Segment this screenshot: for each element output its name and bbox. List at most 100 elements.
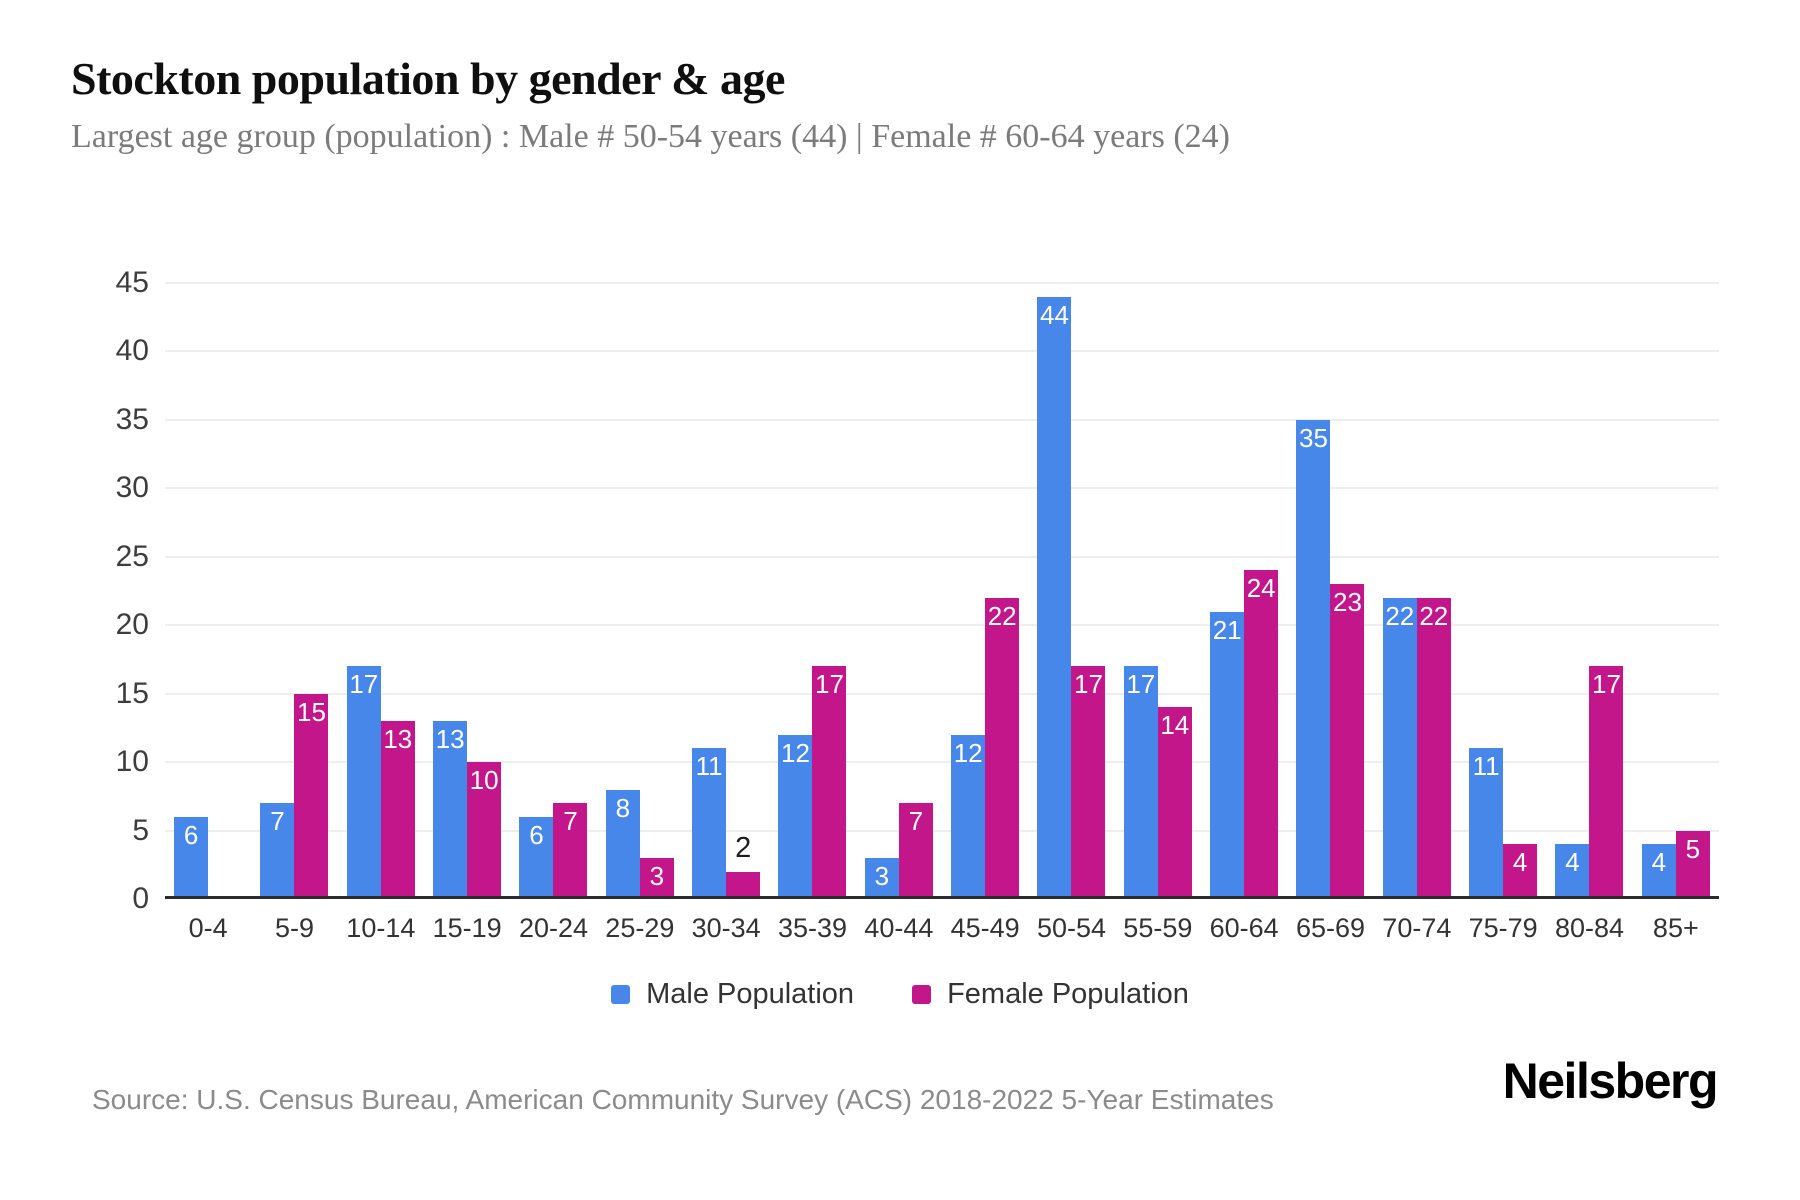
legend-item-female[interactable]: Female Population	[912, 978, 1189, 1011]
bar-group-80-84: 4 17	[1546, 283, 1632, 899]
bar-value-label: 7	[270, 806, 285, 837]
female-bar-80-84[interactable]: 17	[1589, 666, 1624, 899]
bar-value-label: 14	[1160, 710, 1190, 741]
bar-value-label: 22	[987, 600, 1017, 631]
gridline	[165, 829, 1719, 832]
male-bar-20-24[interactable]: 6	[519, 816, 554, 899]
bar-value-label: 11	[1472, 751, 1500, 782]
bar-value-label: 6	[183, 819, 199, 850]
bar-value-label: 17	[1126, 669, 1156, 700]
female-bar-45-49[interactable]: 22	[985, 597, 1020, 899]
plot-area: 0 5 10 15 20 25 30 35 40 45 6 0-4 7 15 5-9 17 13 10-14 13 1…	[116, 268, 1719, 943]
male-bar-10-14[interactable]: 17	[346, 666, 381, 899]
female-bar-85+[interactable]: 5	[1675, 830, 1710, 899]
gridline	[165, 624, 1719, 627]
x-axis-tick-label: 45-49	[950, 913, 1020, 943]
x-axis-tick-label: 65-69	[1295, 913, 1366, 943]
male-bar-0-4[interactable]: 6	[174, 816, 209, 899]
x-axis-tick-label: 60-64	[1209, 913, 1279, 943]
x-axis-tick-label: 80-84	[1554, 913, 1625, 943]
bar-value-label: 3	[874, 860, 890, 891]
chart-subtitle: Largest age group (population) : Male # …	[71, 118, 1231, 155]
female-bar-30-34[interactable]: 2	[726, 833, 761, 899]
female-bar-5-9[interactable]: 15	[294, 693, 329, 899]
gridline	[165, 555, 1719, 558]
female-bar-10-14[interactable]: 13	[380, 721, 415, 899]
female-bar-60-64[interactable]: 24	[1244, 570, 1279, 899]
male-bar-70-74[interactable]: 22	[1382, 597, 1417, 899]
gridline	[165, 761, 1719, 764]
bar-value-label: 17	[1592, 669, 1621, 700]
bar-group-30-34: 11 2	[683, 283, 769, 899]
bar-group-45-49: 12 22	[942, 283, 1028, 899]
male-bar-45-49[interactable]: 12	[951, 734, 986, 899]
female-bar-25-29[interactable]: 3	[639, 857, 674, 899]
bar-value-label: 4	[1651, 847, 1667, 878]
bar-value-label: 44	[1040, 299, 1069, 330]
x-axis-tick-label: 25-29	[605, 913, 675, 943]
gridline	[165, 418, 1719, 421]
male-bar-40-44[interactable]: 3	[864, 857, 899, 899]
x-axis-tick-label: 35-39	[777, 913, 848, 943]
bar-value-label: 21	[1212, 614, 1242, 645]
bar-value-label: 22	[1385, 600, 1415, 631]
bar-group-10-14: 17 13	[338, 283, 424, 899]
female-bar-55-59[interactable]: 14	[1157, 707, 1192, 899]
female-bar-20-24[interactable]: 7	[553, 803, 588, 899]
male-bar-35-39[interactable]: 12	[778, 734, 813, 899]
bar-group-15-19: 13 10	[424, 283, 510, 899]
y-axis-tick-label: 15	[115, 676, 149, 710]
bar-value-label: 8	[615, 792, 631, 823]
female-bar-75-79[interactable]: 4	[1503, 844, 1538, 899]
gridline	[165, 350, 1719, 353]
bar-group-55-59: 17 14	[1115, 283, 1201, 899]
bar-value-label: 2	[735, 831, 752, 864]
male-bar-75-79[interactable]: 11	[1469, 748, 1504, 899]
female-bar-70-74[interactable]: 22	[1416, 597, 1451, 899]
x-axis-tick-label: 5-9	[274, 913, 315, 943]
bar-group-35-39: 12 17	[769, 283, 855, 899]
male-legend-swatch	[611, 985, 631, 1004]
male-bar-85+[interactable]: 4	[1641, 844, 1676, 899]
gridline	[165, 282, 1719, 284]
male-bar-65-69[interactable]: 35	[1296, 419, 1331, 899]
bar-value-label: 7	[563, 806, 578, 837]
bar-value-label: 7	[908, 806, 924, 837]
male-bar-15-19[interactable]: 13	[433, 721, 468, 899]
bar-value-label: 17	[349, 669, 379, 700]
male-bar-80-84[interactable]: 4	[1555, 844, 1590, 899]
female-bar-15-19[interactable]: 10	[467, 762, 502, 899]
source-attribution: Source: U.S. Census Bureau, American Com…	[92, 1084, 1274, 1115]
x-axis-tick-label: 0-4	[188, 913, 228, 943]
bar-value-label: 15	[297, 696, 326, 727]
male-bar-5-9[interactable]: 7	[260, 803, 295, 899]
male-bar-55-59[interactable]: 17	[1123, 666, 1158, 899]
chart-title: Stockton population by gender & age	[71, 53, 785, 104]
female-bar-35-39[interactable]: 17	[812, 666, 847, 899]
x-axis-tick-label: 75-79	[1468, 913, 1538, 943]
bar-value-label: 35	[1299, 422, 1328, 453]
female-legend-swatch	[912, 985, 932, 1004]
bar-value-label: 13	[383, 724, 413, 755]
bar-value-label: 17	[1074, 669, 1103, 700]
bar-group-50-54: 44 17	[1028, 283, 1114, 899]
legend-item-male[interactable]: Male Population	[611, 978, 854, 1011]
female-bar-40-44[interactable]: 7	[898, 803, 933, 899]
x-axis-tick-label: 85+	[1652, 913, 1699, 943]
male-bar-25-29[interactable]: 8	[605, 789, 640, 899]
bar-value-label: 23	[1333, 587, 1362, 618]
female-bar-50-54[interactable]: 17	[1071, 666, 1106, 899]
y-axis-tick-label: 5	[132, 813, 149, 847]
male-bar-30-34[interactable]: 11	[692, 748, 727, 899]
y-axis-tick-label: 30	[115, 471, 149, 505]
x-axis-tick-label: 15-19	[432, 913, 502, 943]
legend: Male Population Female Population	[0, 978, 1800, 1011]
bar-value-label: 12	[781, 737, 810, 768]
male-bar-50-54[interactable]: 44	[1037, 296, 1072, 899]
female-bar-65-69[interactable]: 23	[1330, 584, 1365, 899]
male-bar-60-64[interactable]: 21	[1210, 611, 1245, 899]
bar-value-label: 11	[695, 751, 723, 782]
bar-value-label: 17	[815, 669, 844, 700]
